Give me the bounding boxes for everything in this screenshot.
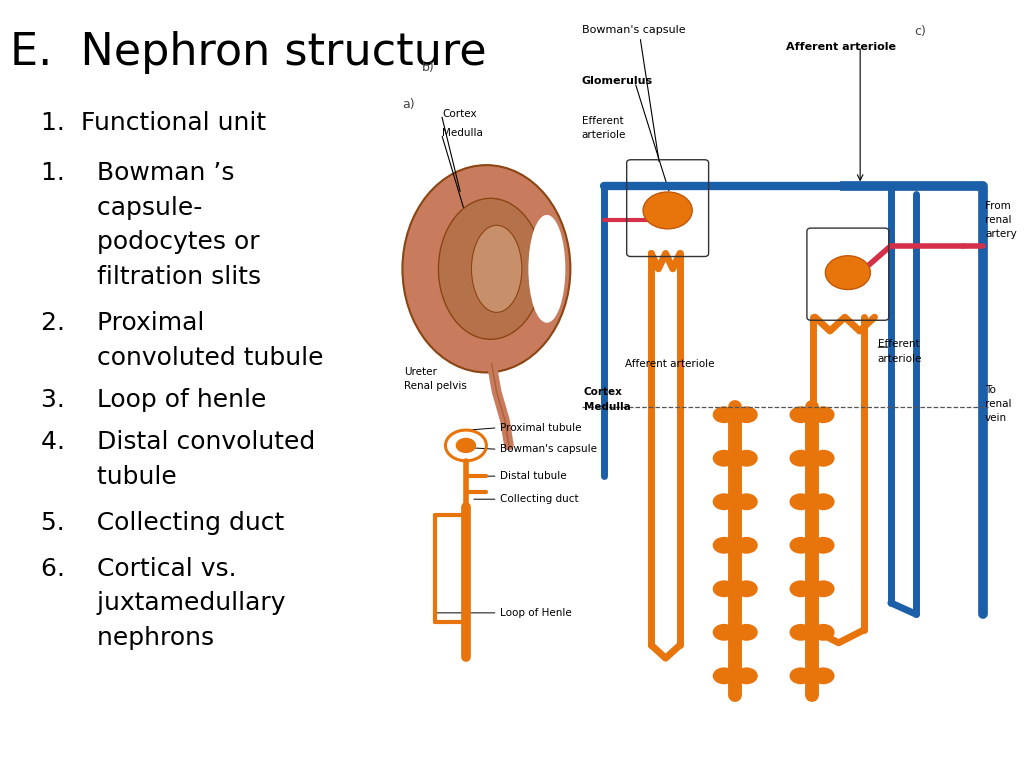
Ellipse shape (402, 165, 570, 372)
Ellipse shape (471, 225, 522, 313)
Text: Cortex: Cortex (442, 109, 477, 119)
Text: 1.  Functional unit: 1. Functional unit (41, 111, 266, 135)
Text: Distal tubule: Distal tubule (500, 471, 566, 482)
Circle shape (713, 667, 735, 684)
Circle shape (812, 493, 835, 510)
Circle shape (825, 256, 870, 290)
Circle shape (643, 192, 692, 229)
Circle shape (713, 450, 735, 467)
Text: 6.    Cortical vs.: 6. Cortical vs. (41, 557, 237, 581)
Circle shape (790, 624, 812, 641)
Text: c): c) (914, 25, 927, 38)
Circle shape (713, 406, 735, 423)
Circle shape (790, 537, 812, 554)
Text: Proximal tubule: Proximal tubule (500, 422, 582, 433)
Circle shape (790, 493, 812, 510)
Text: To: To (985, 386, 996, 396)
Circle shape (713, 493, 735, 510)
Circle shape (812, 624, 835, 641)
Circle shape (735, 450, 758, 467)
Text: b): b) (422, 61, 434, 74)
Circle shape (456, 438, 476, 453)
Circle shape (812, 537, 835, 554)
Text: E.  Nephron structure: E. Nephron structure (10, 31, 486, 74)
Text: nephrons: nephrons (41, 626, 214, 650)
Text: convoluted tubule: convoluted tubule (41, 346, 324, 369)
Circle shape (812, 406, 835, 423)
Circle shape (735, 493, 758, 510)
Circle shape (735, 406, 758, 423)
Text: Cortex: Cortex (584, 387, 623, 397)
Text: Bowman's capsule: Bowman's capsule (500, 444, 597, 455)
Text: Loop of Henle: Loop of Henle (500, 607, 571, 618)
Text: Medulla: Medulla (584, 402, 631, 412)
Text: 5.    Collecting duct: 5. Collecting duct (41, 511, 285, 535)
Text: Afferent arteriole: Afferent arteriole (625, 359, 714, 369)
Text: Ureter: Ureter (404, 367, 437, 377)
Text: Renal pelvis: Renal pelvis (404, 381, 467, 391)
Text: a): a) (402, 98, 415, 111)
Text: juxtamedullary: juxtamedullary (41, 591, 286, 615)
Circle shape (735, 537, 758, 554)
Circle shape (812, 667, 835, 684)
Text: 2.    Proximal: 2. Proximal (41, 311, 205, 335)
Text: artery: artery (985, 229, 1017, 239)
Circle shape (790, 667, 812, 684)
Text: vein: vein (985, 413, 1008, 423)
Circle shape (735, 667, 758, 684)
Text: tubule: tubule (41, 465, 177, 488)
Text: 1.    Bowman ’s: 1. Bowman ’s (41, 161, 234, 185)
Ellipse shape (438, 198, 543, 339)
Text: Bowman's capsule: Bowman's capsule (582, 25, 685, 35)
Text: capsule-: capsule- (41, 196, 203, 220)
Circle shape (735, 581, 758, 598)
Text: renal: renal (985, 215, 1012, 225)
Text: Medulla: Medulla (442, 128, 483, 138)
Text: arteriole: arteriole (878, 354, 922, 364)
Circle shape (812, 581, 835, 598)
Circle shape (735, 624, 758, 641)
Text: arteriole: arteriole (582, 131, 626, 141)
Circle shape (713, 537, 735, 554)
Circle shape (713, 624, 735, 641)
Text: From: From (985, 201, 1011, 211)
Text: Efferent: Efferent (582, 117, 624, 127)
Circle shape (713, 581, 735, 598)
Ellipse shape (528, 215, 565, 323)
Text: Afferent arteriole: Afferent arteriole (786, 42, 896, 52)
Text: Collecting duct: Collecting duct (500, 494, 579, 505)
Circle shape (790, 450, 812, 467)
Text: Glomerulus: Glomerulus (582, 77, 652, 87)
Text: 3.    Loop of henle: 3. Loop of henle (41, 388, 266, 412)
Text: filtration slits: filtration slits (41, 265, 261, 289)
Circle shape (790, 581, 812, 598)
Text: Efferent: Efferent (878, 339, 920, 349)
Circle shape (812, 450, 835, 467)
Text: renal: renal (985, 399, 1012, 409)
Text: 4.    Distal convoluted: 4. Distal convoluted (41, 430, 315, 454)
Text: podocytes or: podocytes or (41, 230, 260, 254)
Circle shape (790, 406, 812, 423)
